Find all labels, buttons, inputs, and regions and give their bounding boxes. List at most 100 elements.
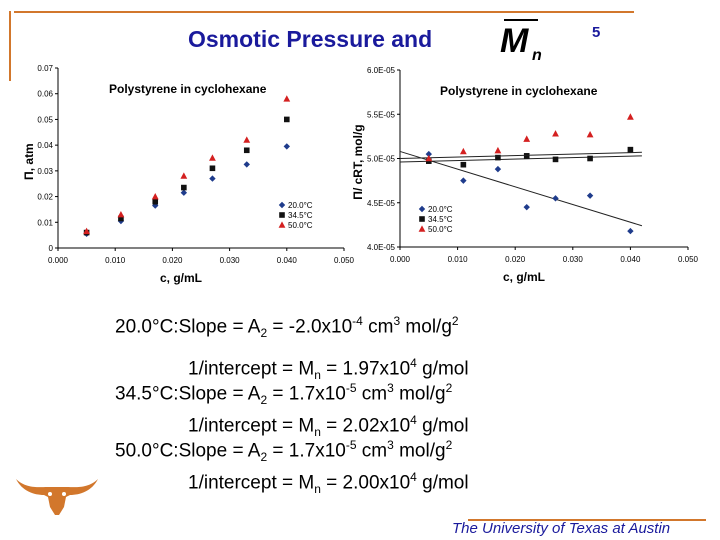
result-unit: cm: [362, 316, 394, 338]
result-value: = -2.0x10: [267, 316, 353, 338]
legend-marker: [418, 225, 426, 232]
osmotic-pressure-chart: 0.000 0.010 0.020 0.030 0.040 0.050 0 0.01 0.02 0…: [22, 64, 354, 285]
legend-marker: [418, 205, 426, 213]
y-tick-label: 5.0E-05: [367, 155, 396, 164]
result-subscript: n: [314, 368, 321, 383]
result-value: = 2.02x10: [320, 415, 411, 437]
y-tick-label: 0.03: [37, 167, 53, 176]
result-unit-exponent: 3: [393, 314, 401, 328]
y-tick-label: 0: [49, 244, 54, 253]
x-tick-label: 0.030: [563, 255, 584, 264]
y-tick-label: 4.5E-05: [367, 199, 396, 208]
y-tick-label: 0.06: [37, 90, 53, 99]
x-tick-label: 0.020: [162, 256, 183, 265]
result-label: 34.5°C:Slope = A: [115, 383, 261, 405]
top-accent-line: [14, 11, 634, 13]
result-subscript: 2: [260, 393, 268, 408]
result-subscript: 2: [260, 450, 268, 465]
y-tick-label: 5.5E-05: [367, 110, 396, 119]
x-tick-label: 0.050: [334, 256, 354, 265]
legend-marker: [279, 212, 285, 218]
result-unit: g/mol: [416, 472, 469, 494]
result-line-1: 20.0°C:Slope = A2 = -2.0x10-4 cm3 mol/g2: [115, 314, 459, 340]
chart-title: Polystyrene in cyclohexane: [440, 84, 598, 98]
data-point: [209, 154, 216, 161]
y-tick-label: 0.04: [37, 141, 53, 150]
data-point: [552, 156, 559, 163]
data-point: [283, 95, 291, 102]
data-point: [425, 154, 433, 162]
data-point: [209, 175, 216, 182]
data-point: [243, 161, 250, 168]
x-axis-label: c, g/mL: [160, 271, 202, 285]
result-label: 20.0°C:Slope = A: [115, 316, 261, 338]
legend-label: 20.0°C: [288, 201, 313, 210]
data-point: [495, 154, 501, 161]
slide-number: 5: [592, 24, 601, 41]
result-unit-tail-exponent: 2: [445, 438, 453, 452]
result-subscript: n: [314, 425, 321, 440]
data-point: [587, 155, 593, 162]
data-point: [552, 130, 559, 137]
y-tick-label: 0.02: [37, 193, 53, 202]
data-point: [586, 192, 594, 199]
result-subscript: 2: [260, 326, 268, 341]
result-label: 1/intercept = M: [188, 472, 315, 494]
legend-label: 34.5°C: [428, 215, 453, 224]
result-value: = 1.7x10: [267, 440, 346, 462]
x-tick-label: 0.000: [390, 255, 411, 264]
data-point: [460, 177, 467, 184]
result-exponent: 4: [410, 413, 417, 427]
reduced-osmotic-pressure-chart: 0.000 0.010 0.020 0.030 0.040 0.050 4.0E-05 4.5…: [352, 66, 699, 284]
legend-label: 50.0°C: [288, 221, 313, 230]
x-tick-label: 0.000: [48, 256, 69, 265]
result-line-6: 1/intercept = Mn = 2.00x104 g/mol: [188, 470, 469, 496]
data-point: [552, 195, 559, 202]
mn-symbol-sub: n: [532, 47, 542, 64]
result-value: = 1.97x10: [320, 358, 411, 380]
result-exponent: 4: [410, 356, 417, 370]
result-label: 50.0°C:Slope = A: [115, 440, 261, 462]
result-line-4: 1/intercept = Mn = 2.02x104 g/mol: [188, 413, 469, 439]
data-point: [494, 146, 502, 154]
y-tick-label: 0.07: [37, 64, 53, 73]
result-line-3: 34.5°C:Slope = A2 = 1.7x10-5 cm3 mol/g2: [115, 381, 452, 407]
trend-line: [399, 155, 642, 163]
data-point: [180, 189, 188, 196]
trend-line: [399, 150, 643, 227]
result-unit: cm: [356, 440, 388, 462]
x-axis-label: c, g/mL: [503, 270, 545, 284]
result-exponent: -5: [345, 381, 357, 395]
data-point: [83, 227, 90, 235]
result-value: = 2.00x10: [320, 472, 411, 494]
data-point: [627, 113, 634, 120]
result-label: 1/intercept = M: [188, 358, 315, 380]
result-subscript: n: [314, 482, 321, 497]
data-point: [459, 147, 467, 155]
data-point: [180, 172, 188, 179]
data-point: [181, 184, 187, 191]
legend-marker: [419, 216, 425, 222]
data-point: [117, 210, 125, 218]
x-tick-label: 0.040: [620, 255, 641, 264]
data-point: [627, 227, 634, 235]
data-point: [152, 198, 159, 205]
result-line-2: 1/intercept = Mn = 1.97x104 g/mol: [188, 356, 469, 382]
y-tick-label: 0.01: [37, 218, 53, 227]
result-unit-tail-exponent: 2: [445, 381, 453, 395]
result-exponent: 4: [410, 470, 417, 484]
result-unit: g/mol: [416, 415, 469, 437]
data-point: [523, 203, 530, 211]
result-unit-exponent: 3: [387, 381, 394, 395]
slide-title: Osmotic Pressure and: [188, 26, 433, 52]
x-tick-label: 0.020: [505, 255, 526, 264]
data-point: [284, 116, 290, 123]
x-tick-label: 0.050: [678, 255, 699, 264]
footer-text: The University of Texas at Austin: [452, 520, 671, 537]
legend-label: 34.5°C: [288, 211, 313, 220]
trend-line: [399, 151, 642, 159]
result-unit: cm: [356, 383, 388, 405]
x-tick-label: 0.010: [105, 256, 126, 265]
y-tick-label: 0.05: [37, 115, 53, 124]
result-unit-tail-exponent: 2: [451, 314, 459, 328]
